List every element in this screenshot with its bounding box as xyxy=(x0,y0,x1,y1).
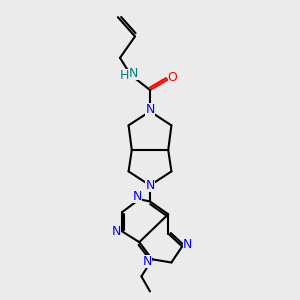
Text: H: H xyxy=(120,68,129,82)
Text: N: N xyxy=(133,190,142,203)
Text: N: N xyxy=(129,68,139,80)
Text: N: N xyxy=(112,225,122,238)
Text: N: N xyxy=(183,238,192,251)
Text: N: N xyxy=(143,255,152,268)
Text: N: N xyxy=(145,103,155,116)
Text: O: O xyxy=(168,70,177,84)
Text: N: N xyxy=(145,179,155,192)
